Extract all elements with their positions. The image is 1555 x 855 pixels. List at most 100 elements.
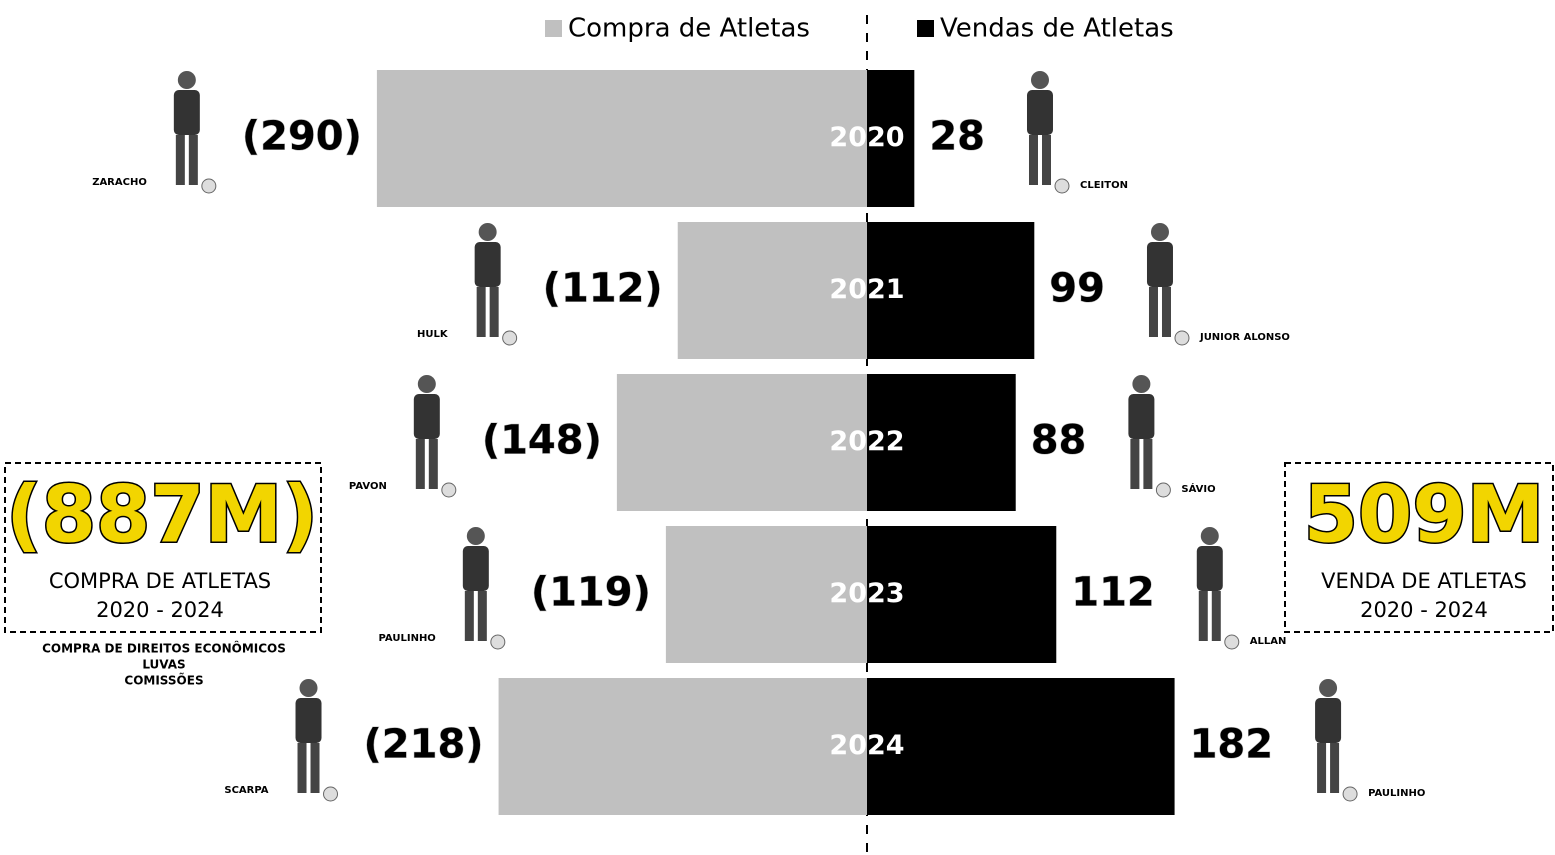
player-photo [1148, 287, 1158, 337]
legend-label: Compra de Atletas [568, 14, 810, 44]
player-photo [441, 482, 457, 498]
player-photo [417, 375, 436, 393]
bar [665, 526, 867, 663]
value-label: 112 [1071, 570, 1155, 616]
total-label: VENDA DE ATLETAS [1321, 569, 1527, 593]
player-photo [1146, 242, 1173, 287]
value-label: (112) [543, 266, 663, 312]
note: COMISSÕES [124, 673, 203, 688]
player-photo [1041, 135, 1051, 185]
player-name: CLEITON [1080, 180, 1128, 191]
player-name: JUNIOR ALONSO [1199, 332, 1290, 343]
year-label: 2020 [829, 122, 904, 153]
value-label: 99 [1049, 266, 1105, 312]
player-photo [1128, 394, 1155, 439]
player-name: PAVON [349, 481, 387, 492]
note: LUVAS [142, 658, 185, 672]
player-photo [490, 634, 506, 650]
player-photo [201, 178, 217, 194]
player-photo [1161, 287, 1171, 337]
player-name: ZARACHO [92, 177, 147, 188]
total-label: COMPRA DE ATLETAS [49, 569, 271, 593]
total-box [4, 462, 322, 633]
player-photo [1130, 439, 1140, 489]
legend-label: Vendas de Atletas [940, 14, 1174, 44]
value-label: (119) [531, 570, 651, 616]
legend-swatch [545, 20, 562, 37]
total-period: 2020 - 2024 [1360, 598, 1488, 622]
year-label: 2022 [829, 426, 904, 457]
player-photo [1174, 330, 1190, 346]
player-photo [478, 223, 497, 241]
bar [867, 678, 1175, 815]
player-photo [177, 71, 196, 89]
player-photo [1196, 546, 1223, 591]
player-photo [299, 679, 318, 697]
year-label: 2024 [829, 730, 904, 761]
bar [867, 222, 1035, 359]
player-name: HULK [417, 329, 449, 340]
player-photo [1030, 71, 1049, 89]
player-photo [175, 135, 185, 185]
player-photo [415, 439, 425, 489]
player-name: SCARPA [224, 785, 268, 796]
player-photo [428, 439, 438, 489]
year-label: 2023 [829, 578, 904, 609]
player-photo [502, 330, 518, 346]
bar [498, 678, 867, 815]
player-name: SÁVIO [1181, 482, 1215, 495]
value-label: 28 [929, 114, 985, 160]
value-label: (290) [242, 114, 362, 160]
player-photo [1224, 634, 1240, 650]
player-photo [464, 591, 474, 641]
player-name: PAULINHO [379, 633, 436, 644]
bar [376, 70, 867, 207]
player-photo [1150, 223, 1169, 241]
bar [867, 70, 915, 207]
player-photo [1200, 527, 1219, 545]
player-photo [1211, 591, 1221, 641]
player-photo [1319, 679, 1338, 697]
player-photo [1054, 178, 1070, 194]
bar [867, 526, 1057, 663]
bar [616, 374, 867, 511]
player-photo [413, 394, 440, 439]
player-photo [297, 743, 307, 793]
player-photo [1026, 90, 1053, 135]
player-name: ALLAN [1250, 636, 1287, 647]
year-label: 2021 [829, 274, 904, 305]
player-photo [173, 90, 200, 135]
player-photo [476, 287, 486, 337]
total-value: 509M [1304, 470, 1544, 560]
player-photo [1330, 743, 1340, 793]
value-label: 88 [1031, 418, 1087, 464]
player-photo [477, 591, 487, 641]
player-photo [1143, 439, 1153, 489]
player-photo [1315, 698, 1342, 743]
player-name: PAULINHO [1368, 788, 1425, 799]
value-label: (148) [482, 418, 602, 464]
player-photo [310, 743, 320, 793]
total-period: 2020 - 2024 [96, 598, 224, 622]
value-label: 182 [1190, 722, 1274, 768]
player-photo [466, 527, 485, 545]
value-label: (218) [364, 722, 484, 768]
player-photo [462, 546, 489, 591]
player-photo [489, 287, 499, 337]
total-value: (887M) [6, 470, 318, 560]
player-photo [1155, 482, 1171, 498]
player-photo [1342, 786, 1358, 802]
player-photo [323, 786, 339, 802]
player-photo [295, 698, 322, 743]
player-photo [1028, 135, 1038, 185]
player-photo [1317, 743, 1327, 793]
player-photo [1198, 591, 1208, 641]
legend-swatch [917, 20, 934, 37]
player-photo [188, 135, 198, 185]
player-photo [1132, 375, 1151, 393]
total-box [1284, 462, 1554, 633]
bar [867, 374, 1016, 511]
note: COMPRA DE DIREITOS ECONÔMICOS [42, 641, 286, 656]
player-photo [474, 242, 501, 287]
